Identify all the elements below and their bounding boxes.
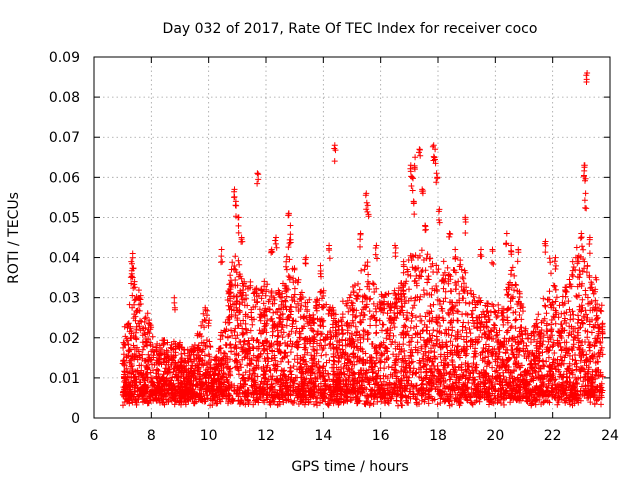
axis-ticks <box>93 56 611 419</box>
y-tick-labels: 0 0.01 0.02 0.03 0.04 0.05 0.06 0.07 0.08 0.09 <box>49 50 80 427</box>
x-tick-label: 14 <box>314 428 332 444</box>
y-axis-label: ROTI / TECUs <box>6 192 22 284</box>
y-tick-label: 0.02 <box>49 331 80 347</box>
roti-series-markers <box>119 70 606 409</box>
chart-title: Day 032 of 2017, Rate Of TEC Index for r… <box>163 21 538 37</box>
x-tick-label: 12 <box>257 428 275 444</box>
x-tick-label: 8 <box>147 428 156 444</box>
y-tick-label: 0.09 <box>49 50 80 66</box>
y-tick-label: 0 <box>71 411 80 427</box>
y-tick-label: 0.04 <box>49 251 80 267</box>
x-tick-label: 16 <box>372 428 390 444</box>
plot-frame <box>93 56 611 419</box>
x-axis-label: GPS time / hours <box>291 459 408 475</box>
y-tick-label: 0.08 <box>49 90 80 106</box>
y-tick-label: 0.06 <box>49 170 80 186</box>
x-tick-label: 18 <box>429 428 447 444</box>
x-tick-label: 24 <box>601 428 619 444</box>
data-points <box>119 70 606 409</box>
y-tick-label: 0.03 <box>49 291 80 307</box>
y-tick-label: 0.07 <box>49 130 80 146</box>
x-tick-label: 20 <box>486 428 504 444</box>
x-tick-labels: 6 8 10 12 14 16 18 20 22 24 <box>90 428 619 444</box>
y-tick-label: 0.05 <box>49 210 80 226</box>
x-tick-label: 10 <box>200 428 218 444</box>
x-tick-label: 6 <box>90 428 99 444</box>
y-tick-label: 0.01 <box>49 371 80 387</box>
x-tick-label: 22 <box>544 428 562 444</box>
